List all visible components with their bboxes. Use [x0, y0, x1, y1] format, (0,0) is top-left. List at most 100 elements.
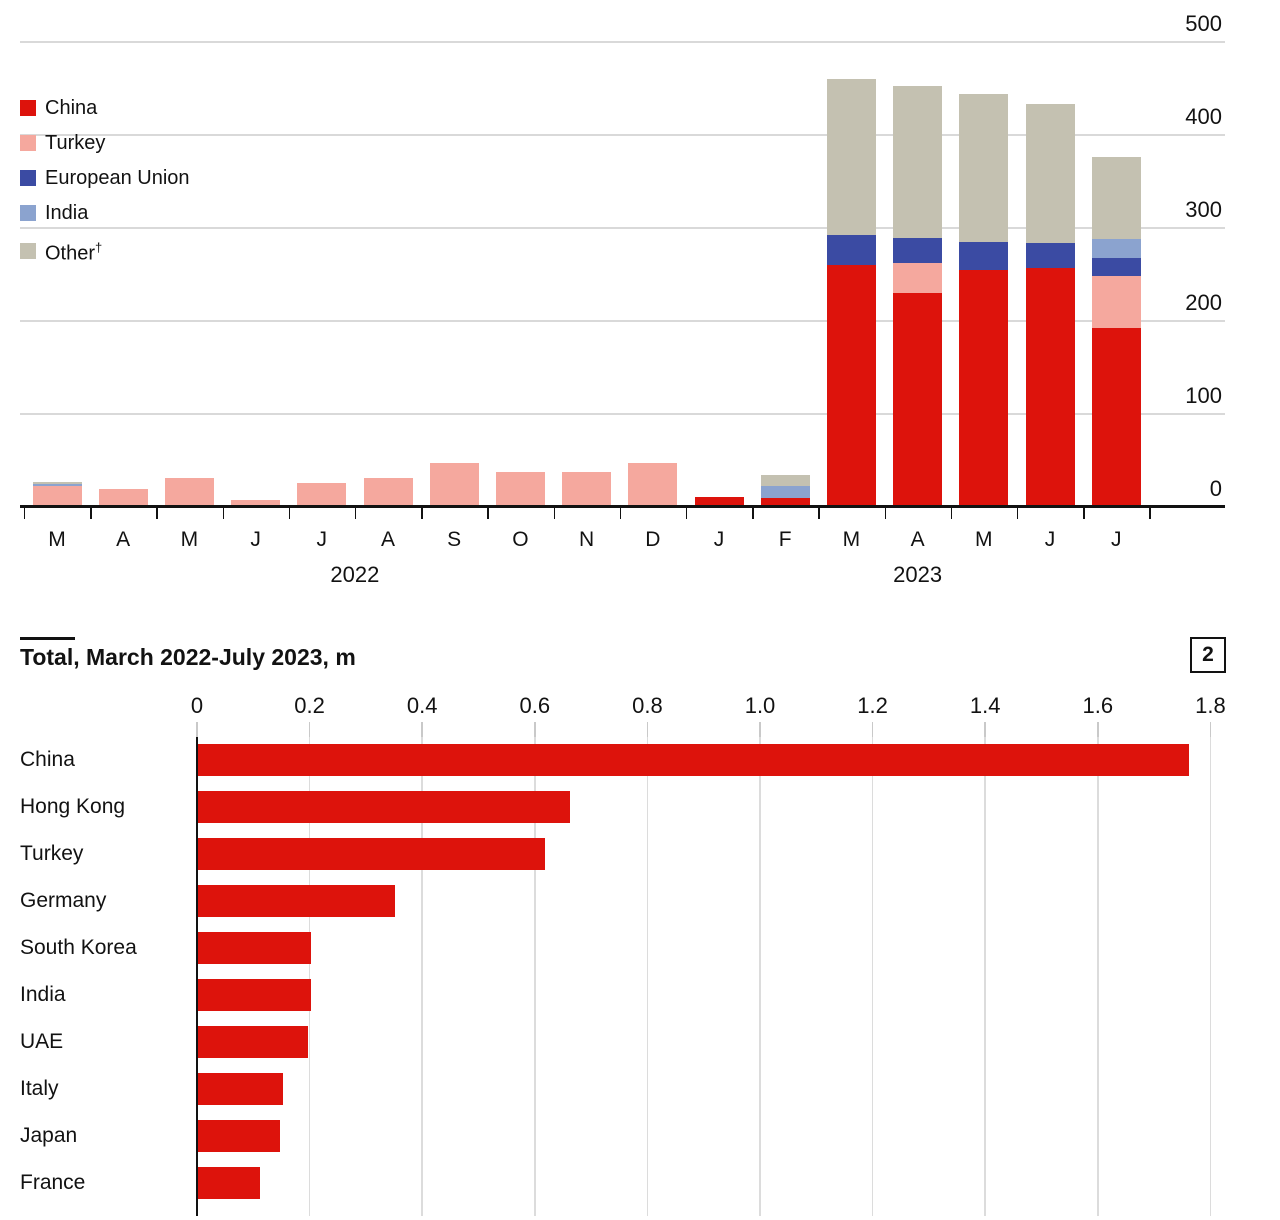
bar-segment-turkey [164, 478, 214, 506]
category-label: China [20, 748, 75, 771]
bar-italy [198, 1073, 283, 1105]
x-axis-tick [23, 507, 26, 519]
bar-segment-china [893, 293, 943, 506]
panel-number-badge: 2 [1190, 637, 1226, 673]
bar-south-korea [198, 932, 311, 964]
x-axis-tick [156, 507, 158, 519]
bar-segment-china [760, 497, 810, 506]
bar-segment-european_union [959, 241, 1009, 270]
legend-item: Other† [20, 237, 102, 265]
legend-item: China [20, 97, 97, 119]
x-axis-line [20, 505, 1225, 508]
category-label: France [20, 1171, 86, 1194]
x-axis-tick [1016, 507, 1019, 519]
month-label: F [778, 528, 792, 551]
x-axis-tick [421, 722, 423, 737]
x-axis-label: 0.6 [519, 693, 551, 718]
bar-segment-china [1025, 267, 1075, 506]
category-label: UAE [20, 1030, 64, 1053]
bar-segment-turkey [297, 482, 347, 506]
grid-line [421, 737, 423, 1216]
bar-germany [198, 885, 396, 917]
x-axis-tick [950, 507, 953, 519]
grid-line [308, 737, 311, 1216]
grid-line [20, 227, 1225, 229]
bar-china [198, 744, 1190, 776]
x-axis-tick [1097, 722, 1099, 737]
x-axis-tick [1083, 507, 1085, 519]
bar-segment-turkey [562, 471, 612, 506]
x-axis-tick [90, 507, 92, 519]
x-axis-label: 1.2 [857, 693, 888, 718]
x-axis-tick [984, 722, 986, 737]
x-axis-label: 1.8 [1195, 693, 1226, 718]
bar-segment-turkey [628, 463, 678, 506]
bar-segment-china [826, 265, 876, 506]
legend-swatch-turkey [20, 135, 36, 151]
bar-segment-other [826, 79, 876, 236]
year-label: 2022 [330, 562, 380, 587]
bar-segment-turkey [1091, 276, 1141, 329]
month-label: A [380, 528, 395, 551]
y-axis-label: 400 [1185, 104, 1222, 129]
bar-segment-european_union [893, 238, 943, 264]
bar-segment-turkey [231, 500, 281, 506]
x-axis-tick [553, 507, 556, 519]
x-axis-tick [752, 507, 754, 519]
x-axis-tick [1149, 507, 1151, 519]
bar-segment-european_union [1025, 242, 1075, 268]
month-label: S [447, 528, 462, 551]
legend-swatch-china [20, 100, 36, 116]
y-axis-label: 300 [1185, 197, 1222, 222]
x-axis-label: 0.8 [632, 693, 663, 718]
bar-segment-china [694, 496, 744, 506]
monthly-stacked-chart: 0 100 200 300 400 500 M A M J J A S O N D J F M A M J J 2022 202… [0, 0, 1280, 600]
x-axis-tick [685, 507, 688, 519]
bar-japan [198, 1120, 280, 1152]
month-label: J [316, 528, 328, 551]
x-axis-tick [759, 722, 761, 737]
x-axis-label: 1.0 [744, 693, 776, 718]
category-label: South Korea [20, 936, 137, 959]
x-axis-tick [1209, 722, 1212, 737]
legend-label: India [45, 202, 89, 224]
bar-hong-kong [198, 791, 570, 823]
bar-segment-other [32, 481, 82, 484]
x-axis-tick [534, 722, 536, 737]
legend-swatch-european_union [20, 170, 36, 186]
legend-swatch-other [20, 242, 36, 259]
bar-segment-other [893, 85, 943, 239]
x-axis-label: 0 [190, 693, 204, 718]
bar-france [198, 1167, 261, 1199]
grid-line [20, 134, 1225, 136]
grid-line [646, 737, 649, 1216]
y-axis-label: 200 [1185, 290, 1222, 315]
x-axis-label: 1.4 [969, 693, 1001, 718]
bar-segment-european_union [1091, 257, 1141, 277]
x-axis-label: 1.6 [1082, 693, 1114, 718]
x-axis-tick [884, 507, 887, 519]
bar-segment-turkey [893, 263, 943, 294]
grid-line [984, 737, 986, 1216]
legend-item: Turkey [20, 132, 105, 154]
month-label: M [975, 528, 993, 551]
category-label: Italy [20, 1077, 59, 1100]
y-axis-label: 0 [1209, 476, 1222, 501]
month-label: A [116, 528, 131, 551]
footnote-dagger: † [95, 240, 103, 255]
category-label: Hong Kong [20, 795, 126, 818]
x-axis-tick [222, 507, 225, 519]
x-axis-tick [871, 722, 874, 737]
bar-india [198, 979, 311, 1011]
category-label: Japan [20, 1124, 78, 1147]
month-label: J [1110, 528, 1122, 551]
year-label: 2023 [893, 562, 943, 587]
bar-turkey [198, 838, 545, 870]
legend-label: China [45, 97, 98, 119]
category-label: Turkey [20, 842, 84, 865]
month-label: N [579, 528, 595, 551]
month-label: M [842, 528, 861, 551]
legend-label: European Union [45, 167, 190, 189]
bar-segment-india [760, 485, 810, 498]
